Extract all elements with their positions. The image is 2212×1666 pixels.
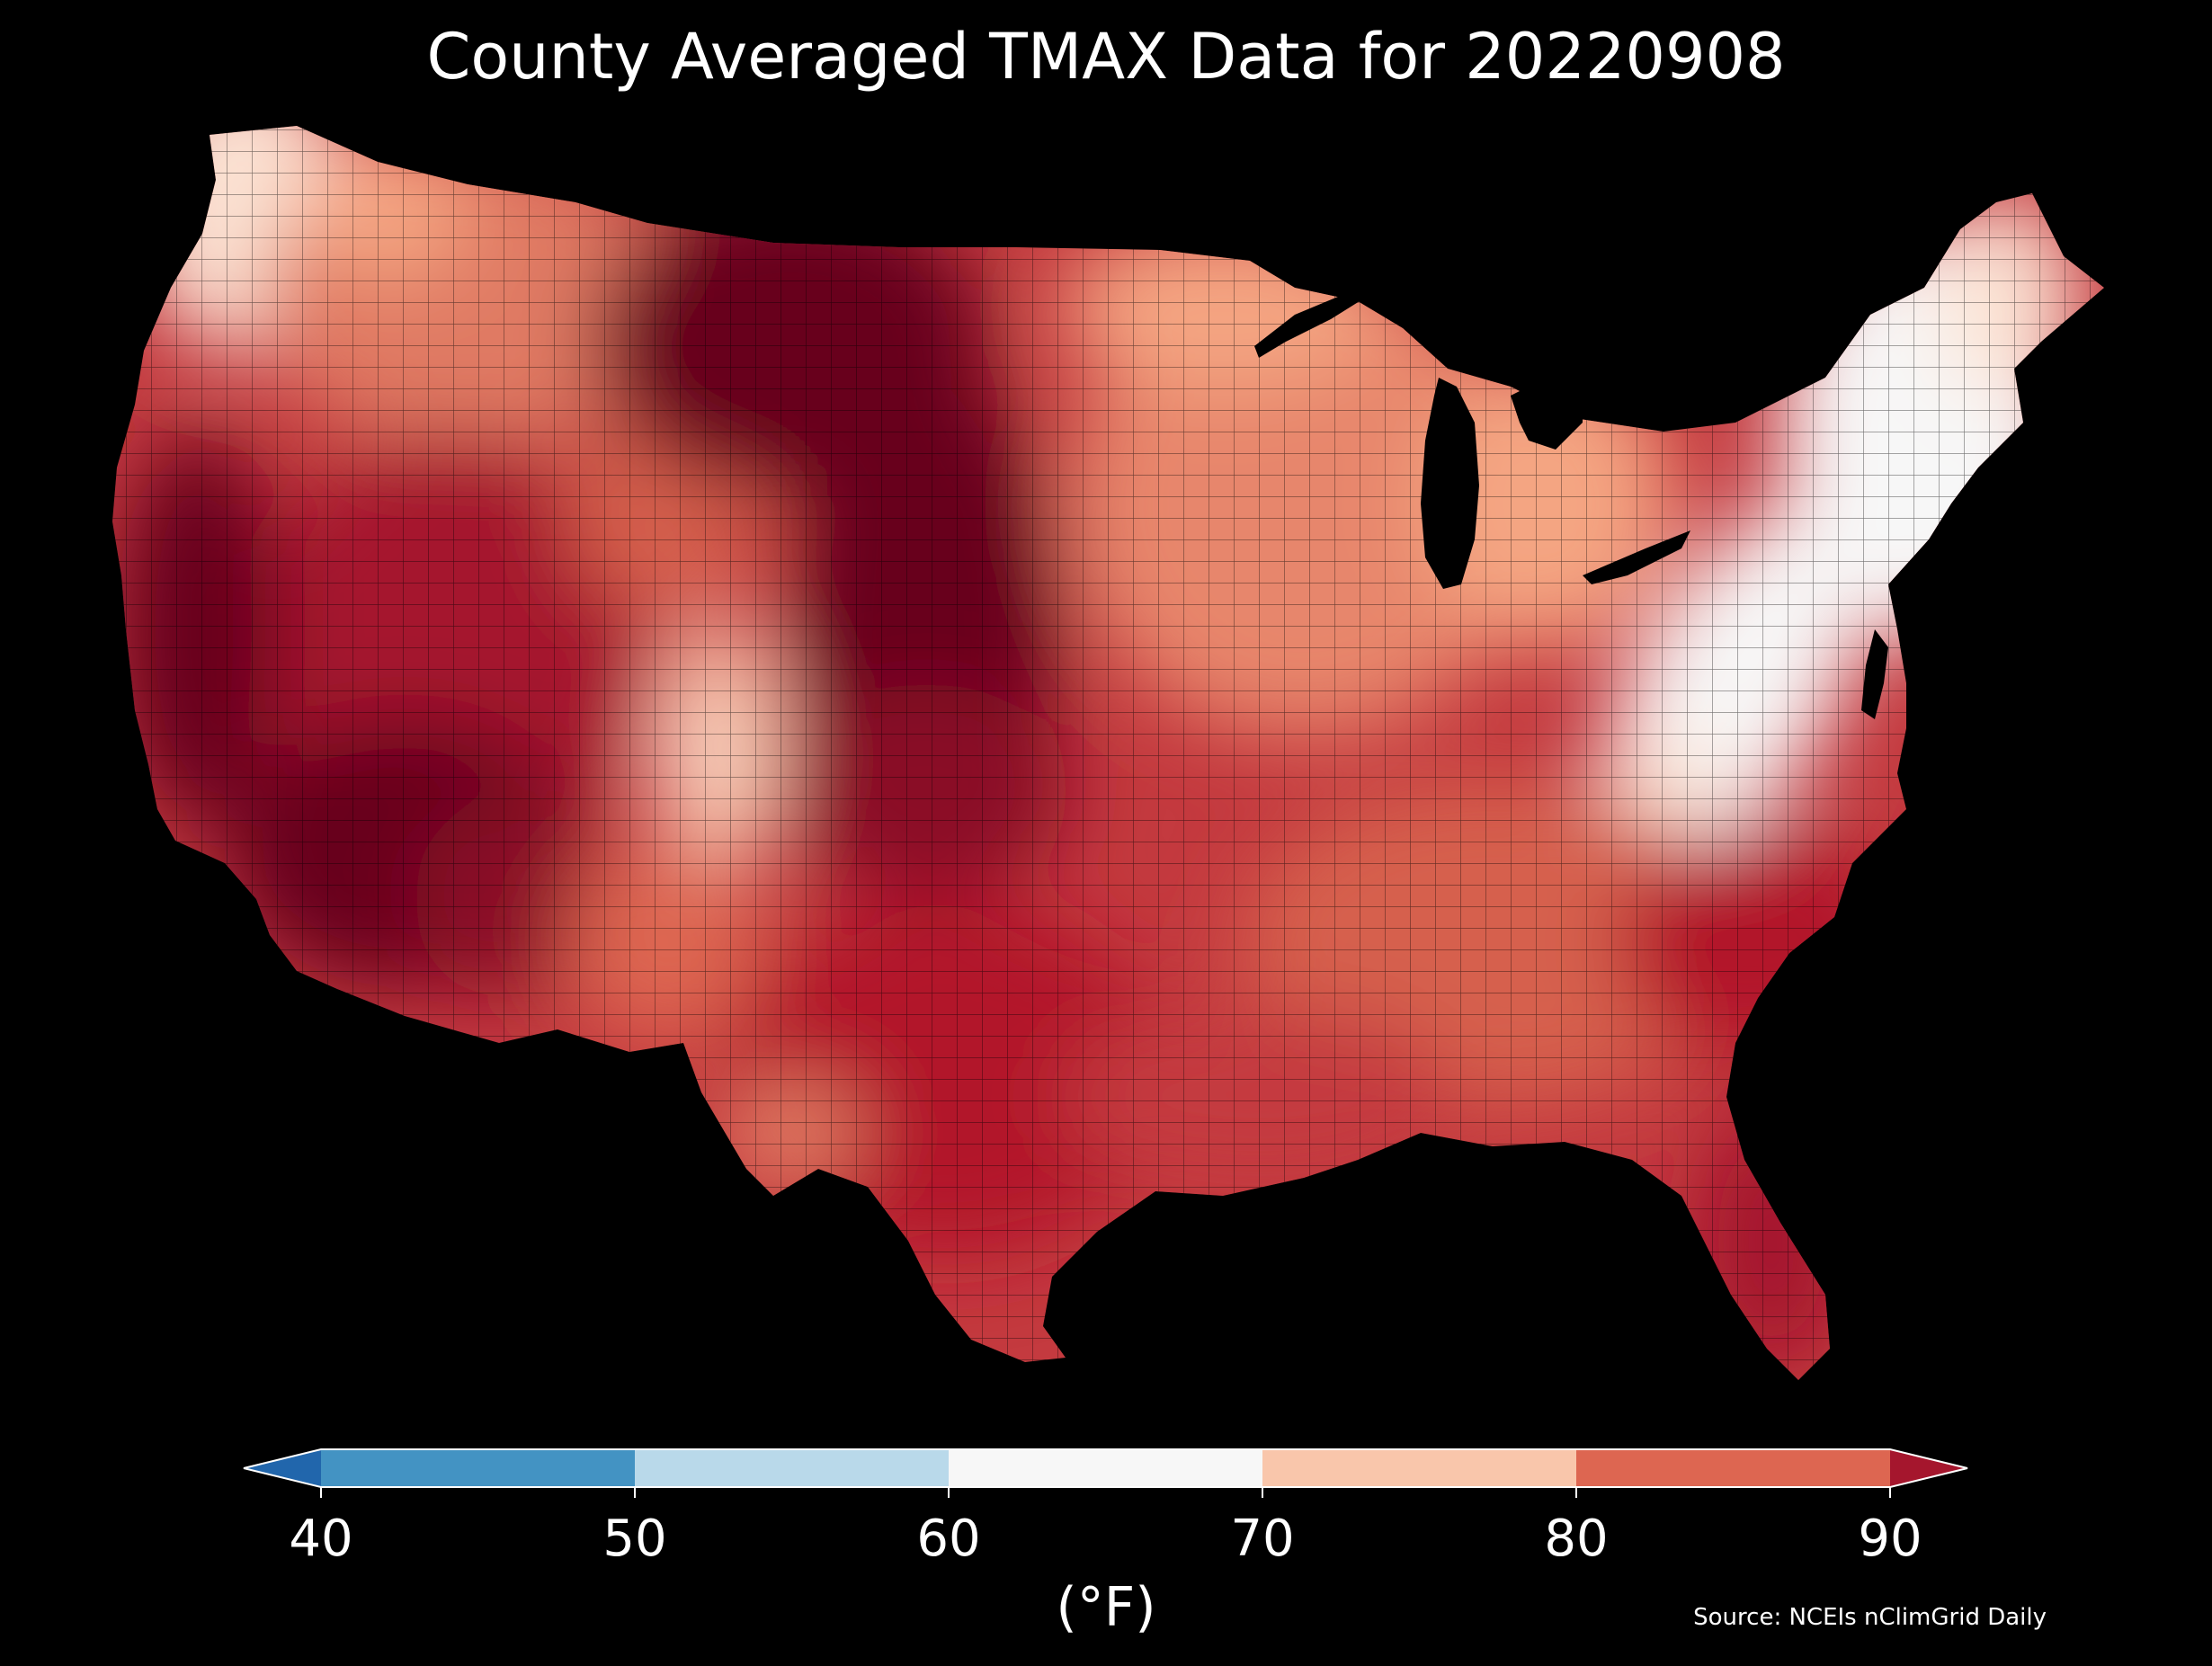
- colorbar-segment: [635, 1449, 949, 1487]
- lake-michigan: [1421, 378, 1479, 589]
- colorbar-tick-label-3: 70: [1230, 1510, 1295, 1568]
- colorbar-segment: [1576, 1449, 1890, 1487]
- map-title: County Averaged TMAX Data for 20220908: [426, 20, 1786, 94]
- lake-superior: [1254, 270, 1385, 358]
- colorbar-units-label: (°F): [1056, 1576, 1156, 1639]
- colorbar-extend-over: [1890, 1449, 1967, 1487]
- chesapeake-bay: [1861, 629, 1888, 719]
- colorbar-extend-under: [244, 1449, 321, 1487]
- colorbar-segment: [949, 1449, 1262, 1487]
- colorbar-group: [243, 1448, 1968, 1498]
- colorbar-tick-label-5: 90: [1858, 1510, 1922, 1568]
- lake-huron: [1511, 378, 1583, 450]
- colorbar-tick-label-1: 50: [602, 1510, 667, 1568]
- lake-erie: [1583, 530, 1690, 584]
- colorbar-segment: [1262, 1449, 1576, 1487]
- colorbar-tick-label-0: 40: [289, 1510, 353, 1568]
- colorbar-segment: [321, 1449, 635, 1487]
- source-note: Source: NCEIs nClimGrid Daily: [1693, 1604, 2047, 1631]
- colorbar-tick-label-4: 80: [1544, 1510, 1609, 1568]
- colorbar-tick-label-2: 60: [916, 1510, 981, 1568]
